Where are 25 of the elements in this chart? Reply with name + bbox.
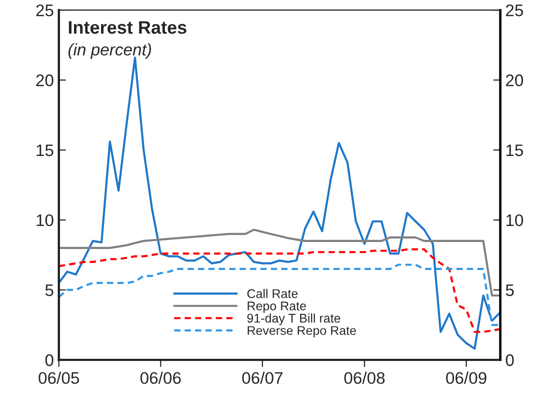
y2-tick-label: 0 [506, 354, 514, 366]
legend-label: 91-day T Bill rate [247, 313, 340, 326]
y-tick-label: 0 [45, 354, 54, 366]
y2-tick-label: 15 [506, 144, 524, 156]
y2-tick-label: 5 [506, 284, 514, 296]
text: (in percent) [68, 43, 151, 59]
line-series [58, 228, 500, 297]
y2-tick-label: 20 [506, 74, 524, 86]
chart-title: Interest Rates [68, 21, 186, 34]
y2-tick-label: 25 [506, 4, 524, 16]
x-tick-label: 06/09 [446, 372, 486, 384]
x-tick-label: 06/06 [140, 372, 181, 384]
y2-tick-label: 10 [506, 214, 524, 226]
y-tick-label: 5 [45, 284, 54, 296]
x-tick-label: 06/08 [344, 372, 385, 384]
y-tick-label: 15 [36, 144, 54, 156]
y-tick-label: 25 [36, 4, 54, 16]
x-tick-label: 06/07 [242, 372, 282, 384]
y-tick-label: 10 [36, 214, 54, 226]
y-tick-label: 20 [36, 74, 54, 86]
legend-label: Call Rate [247, 288, 298, 298]
legend-label: Repo Rate [248, 302, 306, 313]
legend-label: Reverse Repo Rate [248, 326, 356, 338]
x-tick-label: 06/05 [38, 372, 80, 384]
line-series [58, 264, 500, 326]
